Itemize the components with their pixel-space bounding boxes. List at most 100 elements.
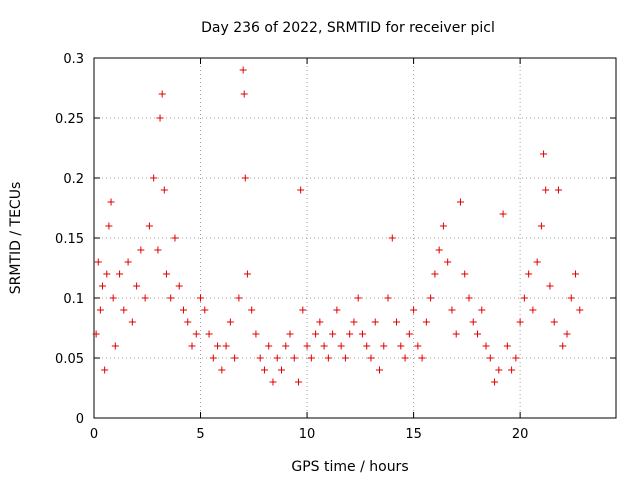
data-point	[474, 330, 482, 338]
data-point	[482, 342, 490, 350]
data-point	[260, 366, 268, 374]
data-point	[295, 378, 303, 386]
data-point	[444, 258, 452, 266]
data-point	[418, 354, 426, 362]
data-point	[107, 198, 115, 206]
x-axis-label: GPS time / hours	[291, 459, 408, 475]
data-point	[290, 354, 298, 362]
data-point	[478, 306, 486, 314]
data-point	[167, 294, 175, 302]
data-point	[158, 90, 166, 98]
data-point	[469, 318, 477, 326]
data-point	[533, 258, 541, 266]
data-point	[103, 270, 111, 278]
data-point	[231, 354, 239, 362]
data-point	[303, 342, 311, 350]
data-point	[222, 342, 230, 350]
data-point	[99, 282, 107, 290]
data-point	[422, 318, 430, 326]
data-point	[150, 174, 158, 182]
data-point	[520, 294, 528, 302]
data-point	[299, 306, 307, 314]
data-point	[435, 246, 443, 254]
data-point	[243, 270, 251, 278]
data-point	[576, 306, 584, 314]
data-point	[354, 294, 362, 302]
data-point	[277, 366, 285, 374]
data-point	[525, 270, 533, 278]
data-point	[269, 378, 277, 386]
data-point	[499, 210, 507, 218]
data-point	[179, 306, 187, 314]
data-point	[512, 354, 520, 362]
data-point	[401, 354, 409, 362]
data-point	[427, 294, 435, 302]
y-tick-label: 0.05	[55, 352, 84, 367]
data-point	[239, 66, 247, 74]
data-point	[218, 366, 226, 374]
data-point	[465, 294, 473, 302]
data-point	[162, 270, 170, 278]
data-point	[286, 330, 294, 338]
data-point	[175, 282, 183, 290]
data-point	[461, 270, 469, 278]
data-points	[92, 66, 584, 386]
data-point	[154, 246, 162, 254]
data-point	[156, 114, 164, 122]
y-axis-label: SRMTID / TECUs	[8, 182, 24, 295]
data-point	[358, 330, 366, 338]
data-point	[572, 270, 580, 278]
data-point	[320, 342, 328, 350]
data-point	[397, 342, 405, 350]
data-point	[101, 366, 109, 374]
data-point	[439, 222, 447, 230]
data-point	[124, 258, 132, 266]
data-point	[367, 354, 375, 362]
data-point	[329, 330, 337, 338]
data-point	[188, 342, 196, 350]
data-point	[495, 366, 503, 374]
data-point	[241, 174, 249, 182]
x-tick-label: 5	[196, 427, 204, 442]
data-point	[297, 186, 305, 194]
data-point	[120, 306, 128, 314]
data-point	[109, 294, 117, 302]
chart-title: Day 236 of 2022, SRMTID for receiver pic…	[201, 20, 495, 36]
data-point	[540, 150, 548, 158]
x-tick-label: 10	[299, 427, 316, 442]
data-point	[307, 354, 315, 362]
data-point	[529, 306, 537, 314]
data-point	[456, 198, 464, 206]
data-point	[537, 222, 545, 230]
data-point	[92, 330, 100, 338]
data-point	[256, 354, 264, 362]
data-point	[350, 318, 358, 326]
data-point	[94, 258, 102, 266]
data-point	[205, 330, 213, 338]
data-point	[133, 282, 141, 290]
data-point	[145, 222, 153, 230]
y-tick-label: 0.3	[63, 52, 84, 67]
x-tick-label: 15	[405, 427, 422, 442]
data-point	[431, 270, 439, 278]
data-point	[405, 330, 413, 338]
x-tick-label: 0	[90, 427, 98, 442]
data-point	[197, 294, 205, 302]
data-point	[346, 330, 354, 338]
data-point	[448, 306, 456, 314]
data-point	[209, 354, 217, 362]
data-point	[559, 342, 567, 350]
data-point	[410, 306, 418, 314]
data-point	[265, 342, 273, 350]
y-tick-label: 0	[76, 412, 84, 427]
data-point	[192, 330, 200, 338]
data-point	[333, 306, 341, 314]
data-point	[388, 234, 396, 242]
data-point	[201, 306, 209, 314]
data-point	[376, 366, 384, 374]
data-point	[111, 342, 119, 350]
data-point	[116, 270, 124, 278]
data-point	[324, 354, 332, 362]
data-point	[141, 294, 149, 302]
data-point	[312, 330, 320, 338]
